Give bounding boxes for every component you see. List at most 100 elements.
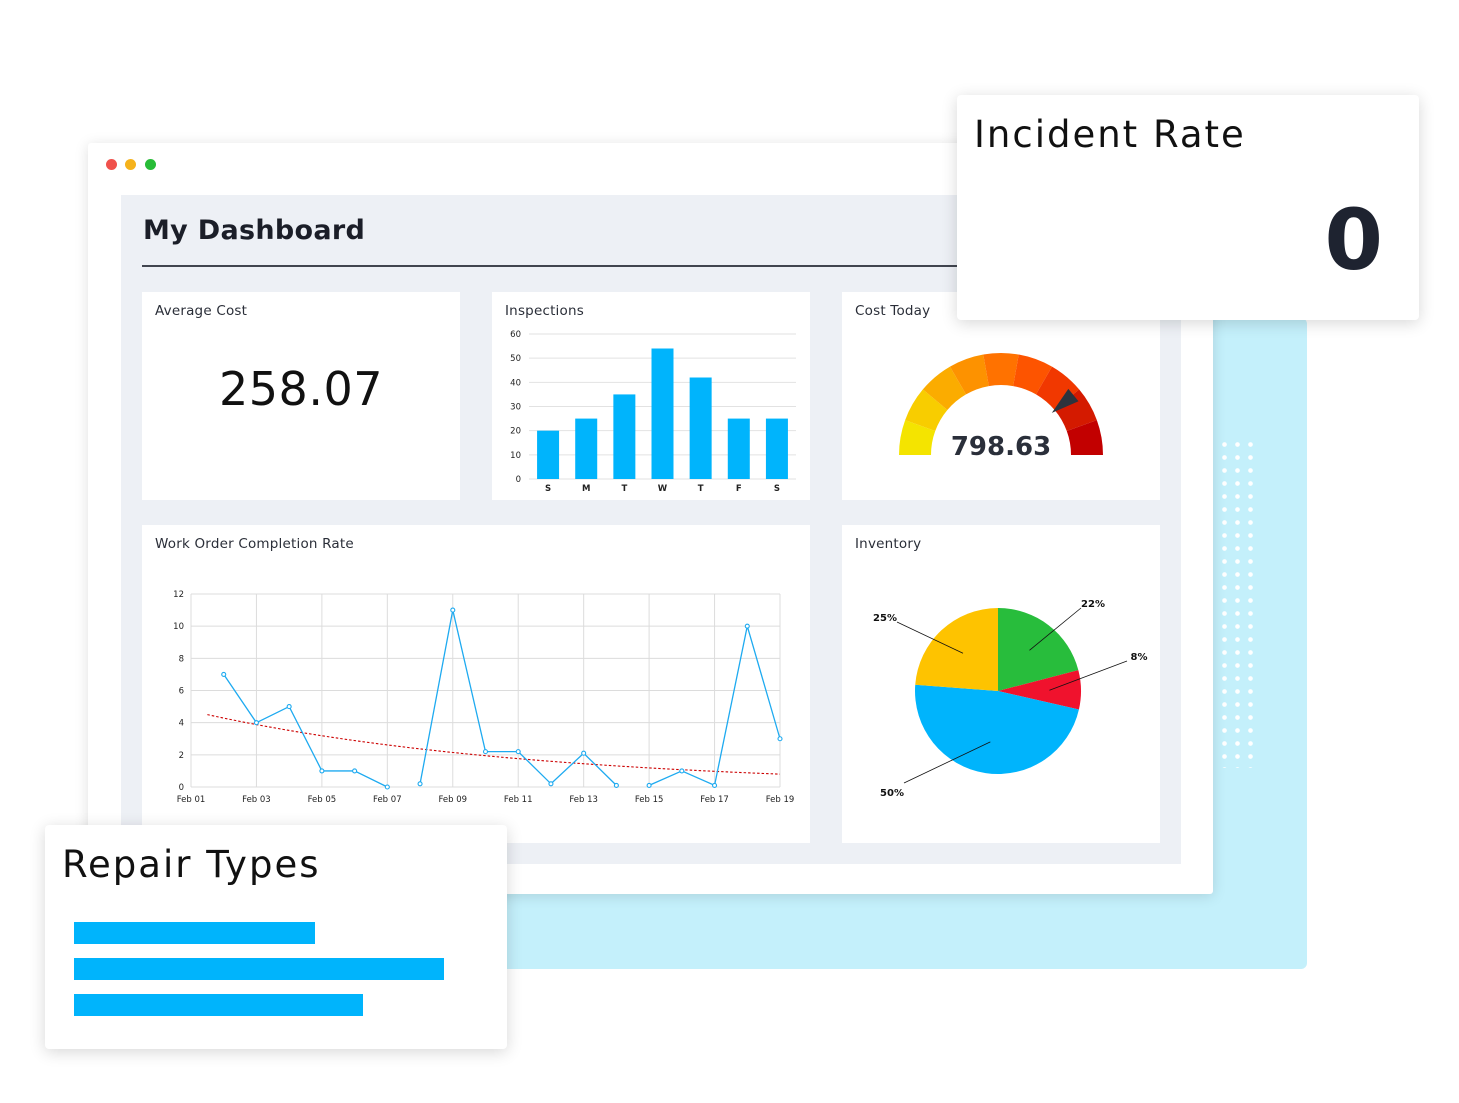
- pie-slice-label: 8%: [1131, 652, 1148, 663]
- line-x-tick-label: Feb 09: [438, 795, 467, 805]
- repair-types-title: Repair Types: [62, 843, 321, 886]
- line-x-tick-label: Feb 01: [177, 795, 206, 805]
- pie-slice-label: 50%: [880, 788, 904, 799]
- bar-y-tick-label: 0: [516, 475, 521, 485]
- average-cost-value: 258.07: [219, 362, 383, 416]
- completion-rate-point: [450, 607, 456, 613]
- bar-y-tick-label: 20: [510, 427, 521, 437]
- line-x-tick-label: Feb 17: [700, 795, 729, 805]
- work-order-line-chart: 0 2 4 6 8 10 12 Feb 01 Feb 03 Feb 05 Feb 07 Feb 09 F…: [173, 590, 795, 805]
- repair-type-bar: [74, 958, 444, 980]
- repair-type-bar: [74, 922, 315, 944]
- incident-rate-card[interactable]: Incident Rate 0: [957, 95, 1419, 320]
- line-y-tick-label: 8: [179, 654, 184, 664]
- gauge-segment: [1054, 389, 1097, 432]
- bar-x-tick-label: T: [698, 484, 704, 494]
- pie-slice: [915, 684, 1079, 774]
- line-x-tick-label: Feb 03: [242, 795, 271, 805]
- inspection-bar: [651, 348, 674, 479]
- inspection-bar: [575, 418, 598, 479]
- inspections-bar-chart: 0 10 20 30 40 50 60 S M T W T F S: [510, 330, 796, 494]
- gauge-segment: [1036, 366, 1080, 411]
- gauge-segment: [922, 366, 966, 411]
- line-y-tick-label: 6: [179, 687, 184, 697]
- line-x-tick-label: Feb 13: [569, 795, 598, 805]
- line-x-tick-label: Feb 07: [373, 795, 402, 805]
- line-x-tick-label: Feb 05: [308, 795, 337, 805]
- cost-today-title: Cost Today: [855, 303, 931, 319]
- gauge-segment: [1013, 354, 1052, 395]
- cost-gauge: 798.63: [899, 353, 1103, 462]
- average-cost-title: Average Cost: [155, 303, 248, 319]
- completion-rate-point: [253, 720, 259, 726]
- bar-x-tick-label: S: [545, 484, 551, 494]
- bar-x-tick-label: T: [621, 484, 627, 494]
- repair-types-card[interactable]: Repair Types: [45, 825, 507, 1049]
- completion-rate-point: [712, 782, 718, 788]
- maximize-window-dot[interactable]: [145, 159, 156, 170]
- pie-leader-line: [1029, 607, 1082, 651]
- repair-type-bar: [74, 994, 363, 1016]
- completion-rate-point: [515, 749, 521, 755]
- gauge-segment: [950, 354, 989, 395]
- incident-rate-title: Incident Rate: [974, 113, 1246, 156]
- inspections-card[interactable]: Inspections 0 10 20 30 40 50 60 S M T W T F S: [492, 292, 810, 500]
- gauge-segment: [905, 389, 948, 432]
- bar-y-tick-label: 60: [510, 330, 521, 340]
- completion-rate-point: [613, 782, 619, 788]
- average-cost-card[interactable]: Average Cost 258.07: [142, 292, 460, 500]
- completion-rate-point: [581, 750, 587, 756]
- line-x-tick-label: Feb 11: [504, 795, 533, 805]
- inventory-card[interactable]: Inventory 22% 8% 50% 25%: [842, 525, 1160, 843]
- bar-y-tick-label: 30: [510, 403, 521, 413]
- pie-leader-line: [1049, 660, 1128, 691]
- inspections-title: Inspections: [505, 303, 584, 319]
- page-title: My Dashboard: [143, 215, 366, 246]
- cost-today-card[interactable]: Cost Today 798.63: [842, 292, 1160, 500]
- completion-rate-point: [352, 768, 358, 774]
- bar-x-tick-label: S: [774, 484, 780, 494]
- work-order-card[interactable]: Work Order Completion Rate 0 2 4 6 8 10 12 Feb …: [142, 525, 810, 843]
- completion-rate-point: [482, 749, 489, 755]
- completion-rate-point: [777, 736, 783, 742]
- line-y-tick-label: 12: [173, 590, 184, 600]
- gauge-segment: [983, 353, 1019, 387]
- inspection-bar: [689, 377, 712, 479]
- line-x-tick-label: Feb 15: [635, 795, 664, 805]
- inspection-bar: [537, 430, 560, 479]
- bar-x-tick-label: W: [658, 484, 668, 494]
- pie-slice-label: 22%: [1081, 599, 1105, 610]
- inventory-title: Inventory: [855, 536, 922, 552]
- line-y-tick-label: 0: [179, 783, 184, 793]
- pie-slice: [998, 608, 1079, 691]
- completion-rate-line: [223, 674, 388, 788]
- dashboard-panel: My Dashboard Average Cost 258.07 Inspect…: [121, 195, 1181, 864]
- bar-x-tick-label: F: [736, 484, 742, 494]
- completion-rate-point: [319, 768, 325, 774]
- decorative-dot-grid: [1218, 438, 1258, 768]
- line-y-tick-label: 4: [179, 719, 184, 729]
- cost-today-value: 798.63: [951, 432, 1051, 462]
- incident-rate-value: 0: [1324, 191, 1383, 289]
- minimize-window-dot[interactable]: [125, 159, 136, 170]
- bar-y-tick-label: 50: [510, 354, 521, 364]
- gauge-arc: [899, 353, 1103, 455]
- completion-rate-point: [286, 704, 292, 710]
- completion-rate-point: [679, 768, 685, 774]
- gauge-segment: [1066, 420, 1103, 455]
- work-order-title: Work Order Completion Rate: [155, 536, 354, 552]
- close-window-dot[interactable]: [106, 159, 117, 170]
- line-x-tick-label: Feb 19: [766, 795, 795, 805]
- inspection-bar: [613, 394, 636, 479]
- inspection-bar: [765, 418, 788, 479]
- gauge-segment: [899, 420, 936, 455]
- completion-rate-point: [548, 781, 554, 787]
- bar-y-tick-label: 10: [510, 451, 521, 461]
- completion-rate-point: [384, 784, 390, 790]
- completion-rate-point: [744, 623, 750, 629]
- pie-slice-label: 25%: [873, 613, 897, 624]
- gauge-needle: [1051, 388, 1079, 413]
- line-y-tick-label: 10: [173, 622, 184, 632]
- completion-rate-point: [417, 781, 423, 787]
- completion-rate-point: [646, 782, 652, 788]
